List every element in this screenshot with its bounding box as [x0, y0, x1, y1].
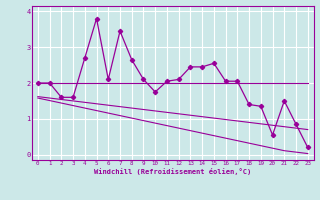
X-axis label: Windchill (Refroidissement éolien,°C): Windchill (Refroidissement éolien,°C) — [94, 168, 252, 175]
